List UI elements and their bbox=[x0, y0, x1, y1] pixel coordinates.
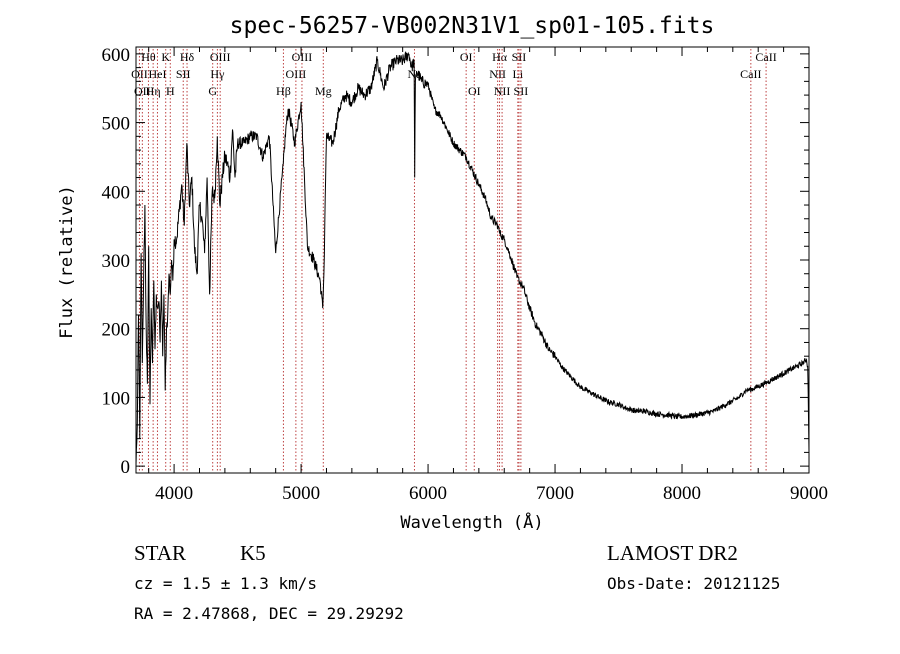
ra-dec-text: RA = 2.47868, DEC = 29.29292 bbox=[134, 604, 404, 623]
plot-frame bbox=[135, 46, 810, 474]
chart-title: spec-56257-VB002N31V1_sp01-105.fits bbox=[230, 13, 715, 39]
spectral-line-label: Hθ bbox=[141, 50, 156, 64]
spectral-line-label: Hα bbox=[492, 50, 508, 64]
x-tick-label: 5000 bbox=[282, 483, 320, 504]
series-layer bbox=[135, 50, 810, 467]
x-tick-label: 9000 bbox=[790, 483, 828, 504]
x-tick-label: 4000 bbox=[155, 483, 193, 504]
spectral-line-label: OI bbox=[460, 50, 473, 64]
x-tick-label: 6000 bbox=[409, 483, 447, 504]
spectral-line-label: H bbox=[166, 84, 175, 98]
object-class: STAR bbox=[134, 541, 186, 565]
spectral-line-label: NII bbox=[494, 84, 511, 98]
spectral-line-label: Hβ bbox=[276, 84, 291, 98]
spectrum-line bbox=[135, 50, 810, 467]
spectral-line-label: OIII bbox=[292, 50, 313, 64]
spectral-line-label: SII bbox=[514, 84, 529, 98]
spectral-line-label: G bbox=[208, 84, 217, 98]
y-tick-label: 300 bbox=[102, 251, 131, 272]
obs-date: Obs-Date: 20121125 bbox=[607, 574, 780, 593]
spectral-line-label: Li bbox=[512, 67, 523, 81]
spectral-line-label: OII bbox=[131, 67, 148, 81]
redshift-text: cz = 1.5 ± 1.3 km/s bbox=[134, 574, 317, 593]
x-tick-label: 8000 bbox=[663, 483, 701, 504]
spectral-line-label: CaII bbox=[740, 67, 761, 81]
object-subclass: K5 bbox=[240, 541, 266, 565]
spectral-line-label: K bbox=[161, 50, 170, 64]
spectral-line-label: OIII bbox=[210, 50, 231, 64]
y-tick-label: 0 bbox=[121, 457, 131, 478]
spectral-line-label: NII bbox=[489, 67, 506, 81]
spectral-line-label: Hη bbox=[146, 84, 161, 98]
y-tick-label: 200 bbox=[102, 320, 131, 341]
y-tick-label: 600 bbox=[102, 45, 131, 66]
spectral-line-label: OI bbox=[468, 84, 481, 98]
y-tick-label: 100 bbox=[102, 388, 131, 409]
y-tick-label: 500 bbox=[102, 114, 131, 135]
x-axis-label: Wavelength (Å) bbox=[400, 511, 543, 533]
line-marker-layer: OIIOIIHθHηHeIKHSIIHδGHγOIIIHβOIIIOIIIMgN… bbox=[131, 49, 777, 473]
x-tick-label: 7000 bbox=[536, 483, 574, 504]
y-tick-label: 400 bbox=[102, 182, 131, 203]
spectral-line-label: OIII bbox=[286, 67, 307, 81]
survey-name: LAMOST DR2 bbox=[607, 541, 738, 565]
spectral-line-label: Hδ bbox=[180, 50, 195, 64]
y-axis-label: Flux (relative) bbox=[57, 185, 77, 339]
tick-layer: 4000 5000 6000 7000 8000 9000 0 100 200 300 400 500… bbox=[102, 45, 829, 504]
spectral-line-label: OII bbox=[134, 84, 151, 98]
spectral-line-label: CaII bbox=[755, 50, 776, 64]
spectral-line-label: SII bbox=[512, 50, 527, 64]
spectral-line-label: SII bbox=[176, 67, 191, 81]
spectral-line-label: Hγ bbox=[210, 67, 225, 81]
spectral-line-label: HeI bbox=[148, 67, 166, 81]
spectral-line-label: Mg bbox=[315, 84, 332, 98]
